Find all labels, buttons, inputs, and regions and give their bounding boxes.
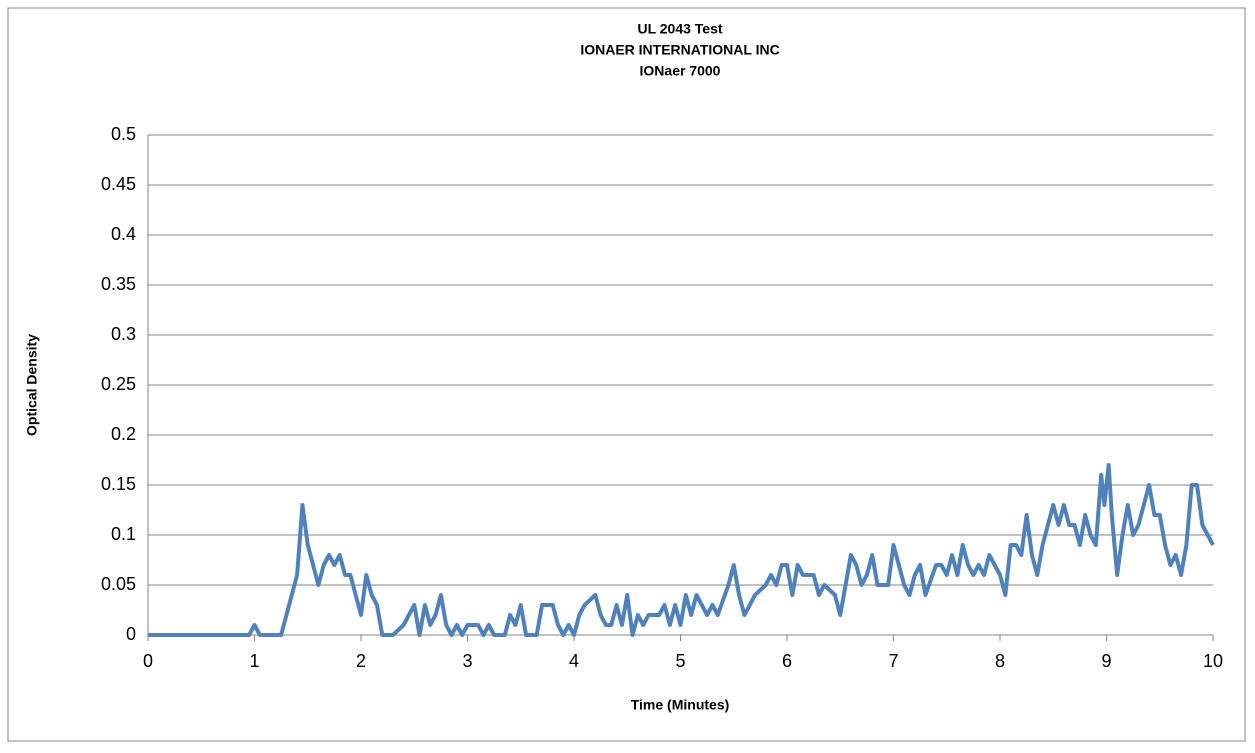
y-axis-label: Optical Density [24,334,40,436]
y-tick-label: 0.4 [111,224,136,244]
x-tick-label: 5 [675,651,685,671]
y-tick-label: 0.45 [101,174,136,194]
x-tick-label: 0 [143,651,153,671]
x-tick-label: 2 [356,651,366,671]
y-tick-label: 0.25 [101,374,136,394]
y-tick-label: 0.3 [111,324,136,344]
y-tick-label: 0.05 [101,574,136,594]
chart-title: IONaer 7000 [640,63,721,79]
x-tick-label: 1 [249,651,259,671]
chart-title: UL 2043 Test [637,21,722,37]
y-tick-label: 0.5 [111,124,136,144]
x-axis-label: Time (Minutes) [631,697,730,713]
y-tick-label: 0.1 [111,524,136,544]
chart-frame [7,7,1246,742]
x-tick-label: 9 [1101,651,1111,671]
x-tick-label: 7 [888,651,898,671]
data-line [148,463,1215,637]
y-tick-label: 0 [126,624,136,644]
y-tick-label: 0.15 [101,474,136,494]
y-tick-label: 0.35 [101,274,136,294]
y-tick-label: 0.2 [111,424,136,444]
x-tick-label: 10 [1203,651,1223,671]
x-tick-label: 3 [462,651,472,671]
x-tick-label: 8 [995,651,1005,671]
x-tick-label: 6 [782,651,792,671]
x-tick-label: 4 [569,651,579,671]
chart-title: IONAER INTERNATIONAL INC [580,42,779,58]
